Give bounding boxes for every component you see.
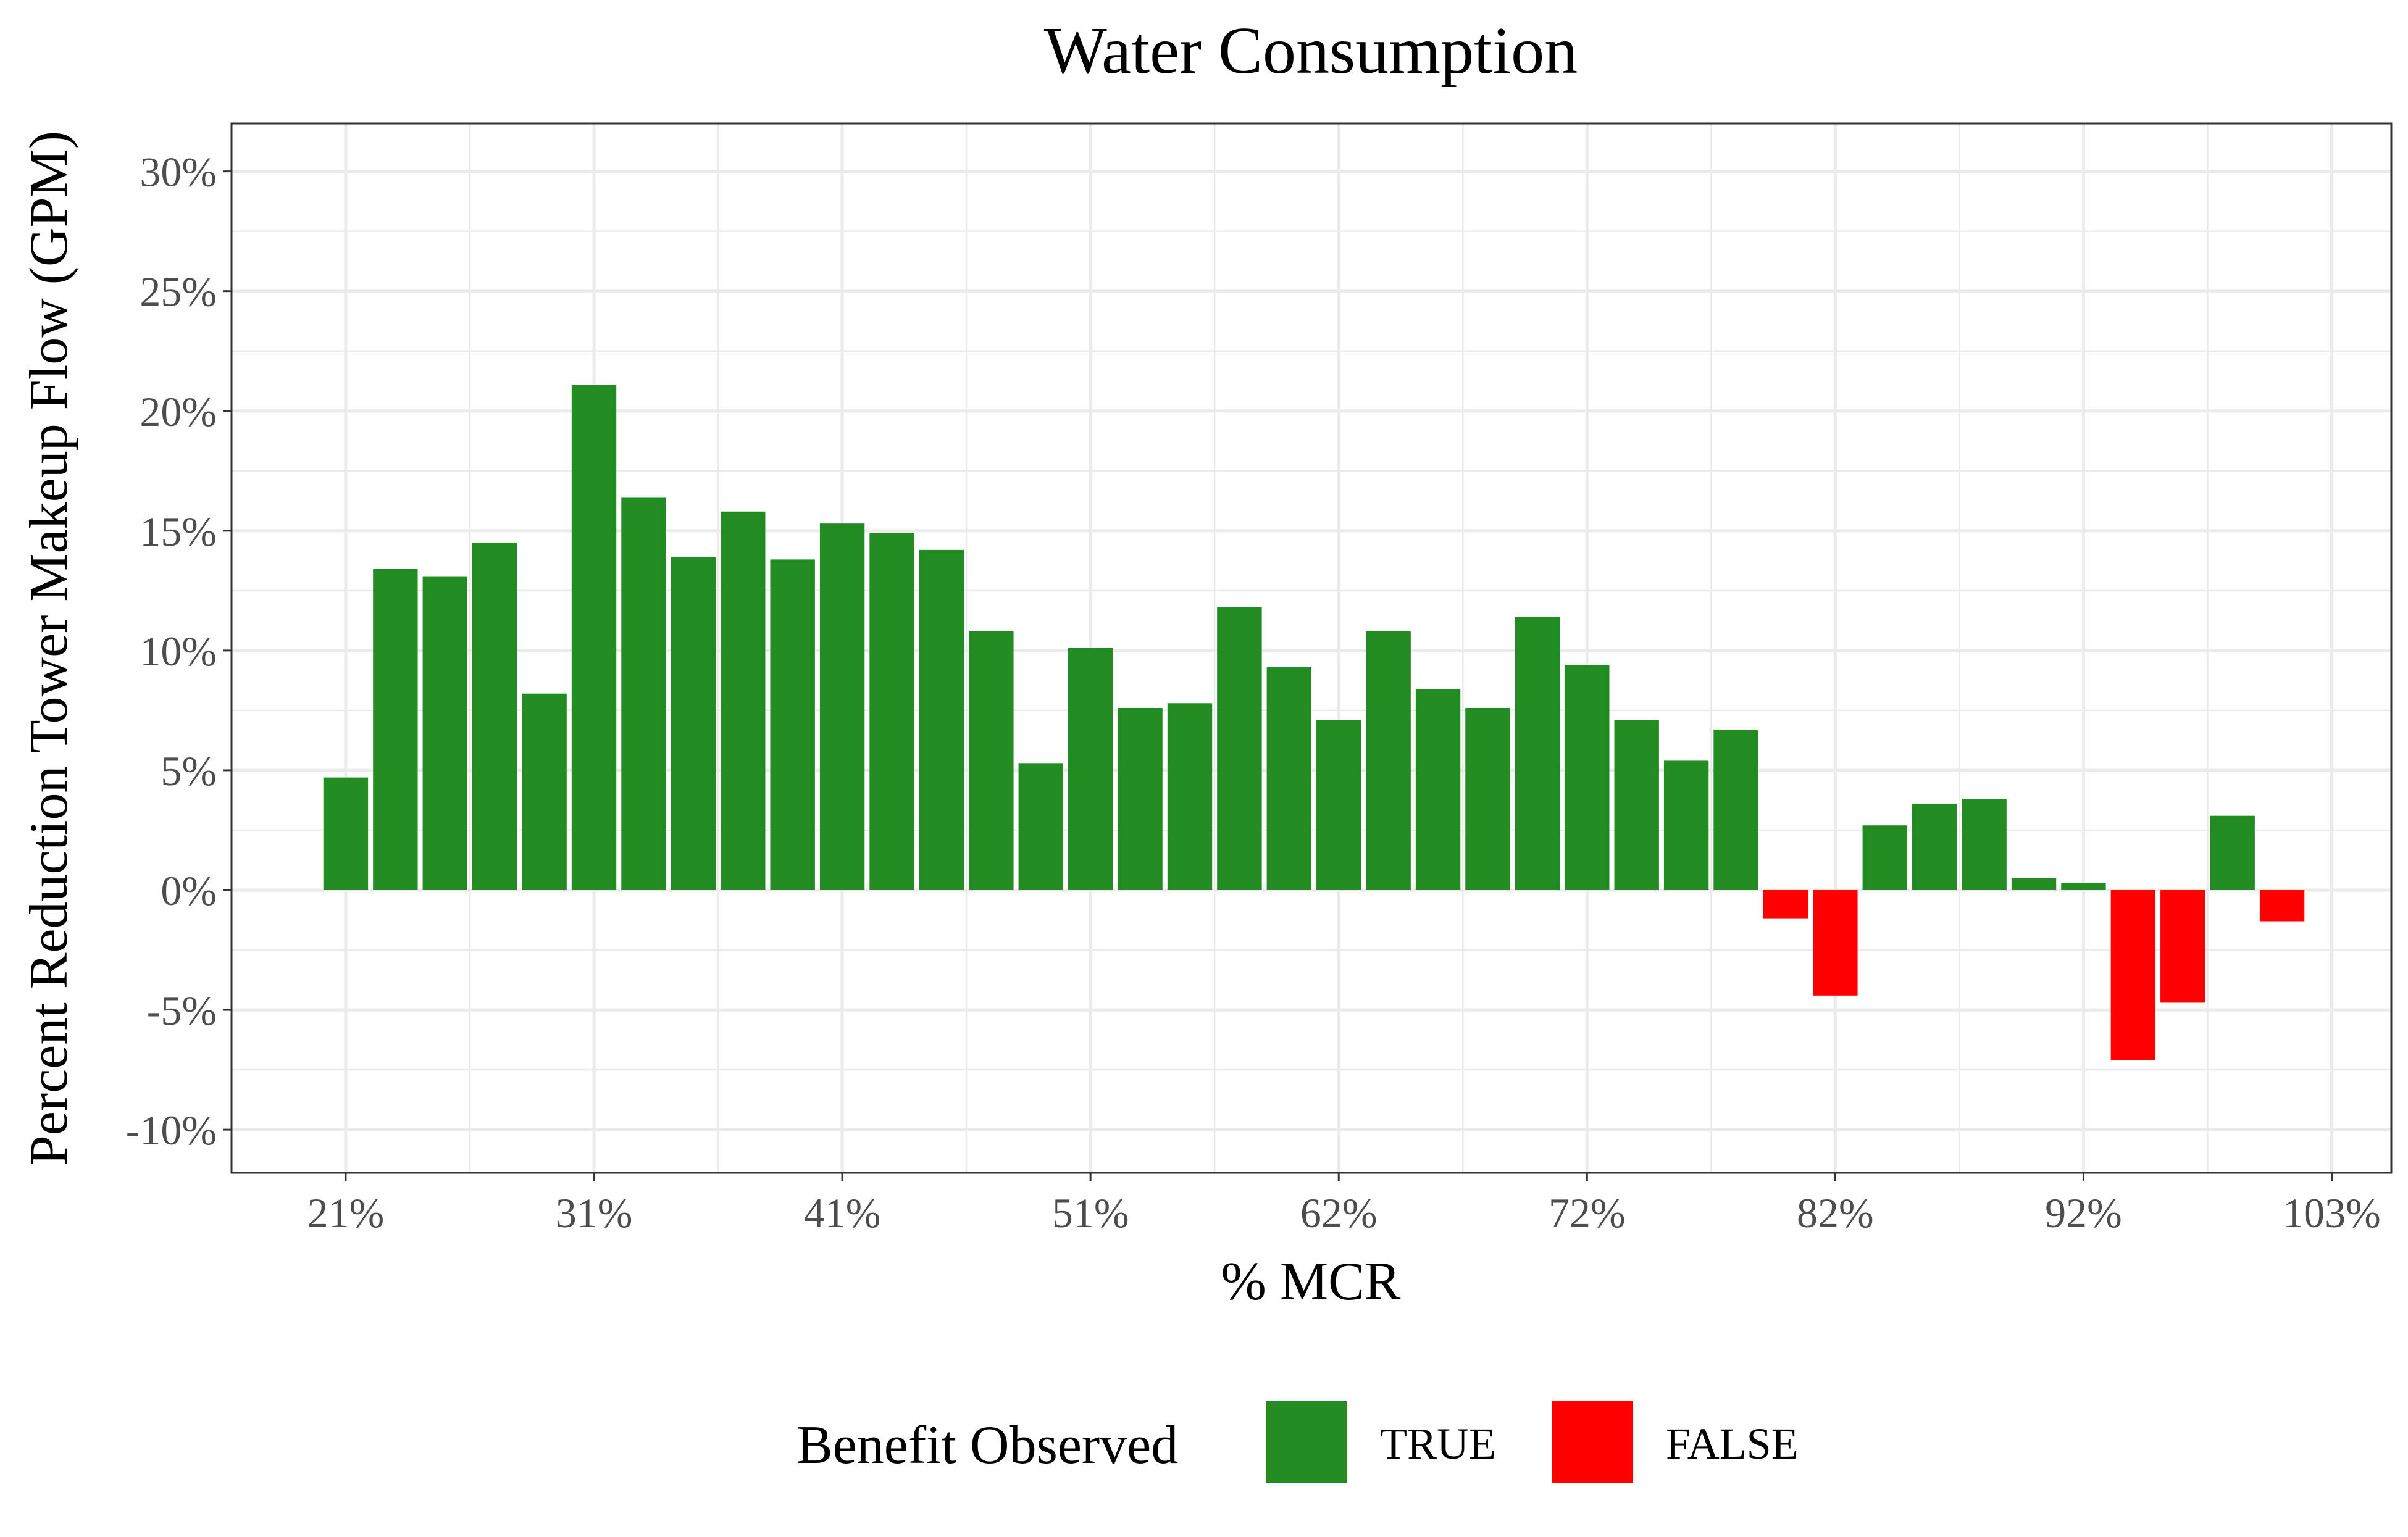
y-axis-title: Percent Reduction Tower Makeup Flow (GPM… <box>19 131 79 1165</box>
bar-benefit-true <box>2061 883 2106 891</box>
y-tick-label: 10% <box>140 628 217 675</box>
bar-benefit-true <box>1565 665 1610 891</box>
legend-label-true: TRUE <box>1380 1419 1496 1468</box>
bar-benefit-true <box>571 385 617 891</box>
bar-benefit-true <box>1266 667 1311 891</box>
bars <box>323 385 2305 1060</box>
bar-benefit-true <box>1663 760 1709 891</box>
bar-benefit-true <box>721 511 766 891</box>
bar-benefit-false <box>1813 890 1858 996</box>
bar-benefit-true <box>869 533 914 891</box>
y-tick-label: 30% <box>140 149 217 196</box>
bar-benefit-true <box>1415 688 1461 891</box>
legend-swatch-true <box>1266 1401 1347 1483</box>
bar-benefit-true <box>373 569 418 891</box>
bar-benefit-true <box>2011 878 2057 891</box>
bar-benefit-true <box>1068 648 1113 891</box>
x-tick-label: 92% <box>2045 1189 2122 1236</box>
bar-benefit-true <box>323 777 369 891</box>
bar-benefit-true <box>770 559 815 891</box>
legend-title: Benefit Observed <box>796 1415 1178 1475</box>
bar-benefit-true <box>1217 607 1262 891</box>
chart-title: Water Consumption <box>1044 14 1578 88</box>
bar-benefit-true <box>522 693 567 891</box>
bar-benefit-true <box>1962 799 2007 891</box>
bar-benefit-true <box>1912 804 1957 891</box>
x-tick-label: 41% <box>804 1189 881 1236</box>
bar-benefit-false <box>2110 890 2156 1060</box>
legend: Benefit Observed TRUE FALSE <box>796 1401 1799 1483</box>
y-tick-label: -10% <box>126 1107 217 1154</box>
x-tick-label: 103% <box>2283 1189 2381 1236</box>
bar-benefit-true <box>919 549 964 891</box>
bar-benefit-false <box>2160 890 2205 1003</box>
x-tick-label: 21% <box>307 1189 385 1236</box>
legend-label-false: FALSE <box>1666 1419 1799 1468</box>
bar-benefit-true <box>1018 763 1063 891</box>
bar-benefit-true <box>422 576 467 891</box>
bar-benefit-true <box>1366 631 1411 891</box>
bar-benefit-false <box>2259 890 2305 922</box>
y-axis-tick-labels: -10% -5% 0% 5% 10% 15% 20% 25% 30% <box>126 149 217 1154</box>
y-tick-label: 15% <box>140 508 217 555</box>
x-tick-label: 82% <box>1797 1189 1874 1236</box>
bar-benefit-true <box>1465 708 1510 891</box>
x-tick-label: 72% <box>1549 1189 1626 1236</box>
x-tick-label: 31% <box>556 1189 633 1236</box>
y-tick-label: 25% <box>140 269 217 315</box>
bar-benefit-true <box>1118 708 1163 891</box>
bar-benefit-true <box>819 523 865 891</box>
legend-swatch-false <box>1552 1401 1633 1483</box>
bar-benefit-true <box>671 557 716 891</box>
y-tick-label: 5% <box>161 748 217 794</box>
y-tick-label: 20% <box>140 388 217 435</box>
bar-benefit-true <box>1316 720 1361 891</box>
bar-benefit-true <box>1614 720 1659 891</box>
y-tick-label: -5% <box>147 987 217 1034</box>
bar-benefit-false <box>1763 890 1808 919</box>
x-tick-label: 62% <box>1300 1189 1377 1236</box>
bar-benefit-true <box>2210 815 2255 891</box>
axis-ticks <box>223 170 2333 1181</box>
bar-benefit-true <box>969 631 1014 891</box>
x-axis-tick-labels: 21% 31% 41% 51% 62% 72% 82% 92% 103% <box>307 1189 2381 1236</box>
x-tick-label: 51% <box>1052 1189 1129 1236</box>
bar-benefit-true <box>472 543 517 891</box>
bar-benefit-true <box>1862 825 1907 891</box>
bar-benefit-true <box>1713 729 1758 891</box>
x-axis-title: % MCR <box>1221 1252 1401 1312</box>
bar-benefit-true <box>1167 703 1213 891</box>
bar-benefit-true <box>1515 617 1560 891</box>
plot-panel-border <box>230 122 2393 1174</box>
y-tick-label: 0% <box>161 867 217 914</box>
bar-benefit-true <box>621 497 666 891</box>
